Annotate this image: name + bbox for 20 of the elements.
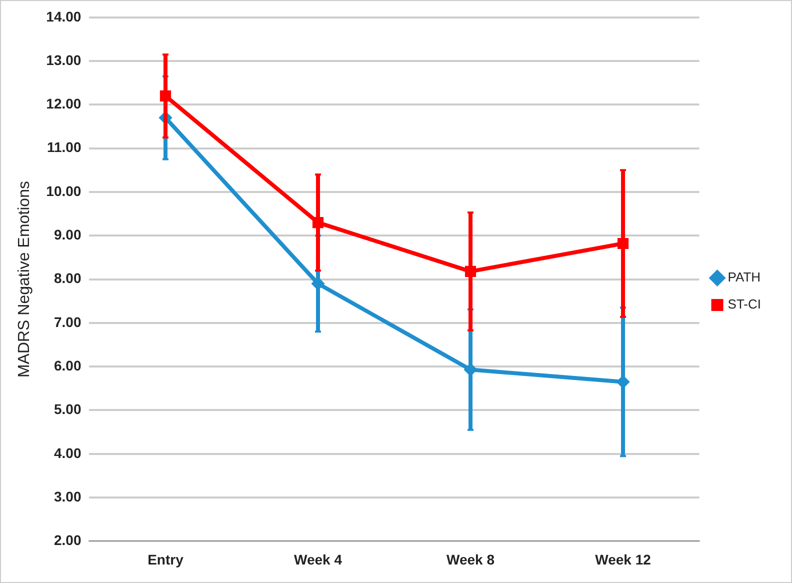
y-tick-label: 3.00 xyxy=(54,488,82,504)
y-tick-label: 6.00 xyxy=(54,357,82,374)
y-tick-label: 14.00 xyxy=(46,8,82,24)
y-tick-label: 2.00 xyxy=(54,532,82,548)
y-tick-label: 7.00 xyxy=(54,314,82,330)
y-tick-label: 8.00 xyxy=(54,270,82,286)
y-tick-label: 9.00 xyxy=(54,226,82,243)
y-axis-title: MADRS Negative Emotions xyxy=(16,181,34,378)
x-tick-label: Entry xyxy=(148,551,184,568)
y-tick-label: 10.00 xyxy=(46,182,82,199)
y-tick-label: 12.00 xyxy=(46,96,82,112)
x-tick-label: Week 4 xyxy=(294,551,342,568)
x-tick-label: Week 12 xyxy=(595,551,652,568)
y-tick-label: 11.00 xyxy=(46,139,82,156)
y-tick-label: 4.00 xyxy=(54,444,82,461)
legend-label: ST-CI xyxy=(728,296,762,312)
y-tick-label: 13.00 xyxy=(46,52,82,68)
legend-label: PATH xyxy=(728,270,761,285)
y-tick-label: 5.00 xyxy=(54,401,82,418)
x-tick-label: Week 8 xyxy=(446,551,495,568)
